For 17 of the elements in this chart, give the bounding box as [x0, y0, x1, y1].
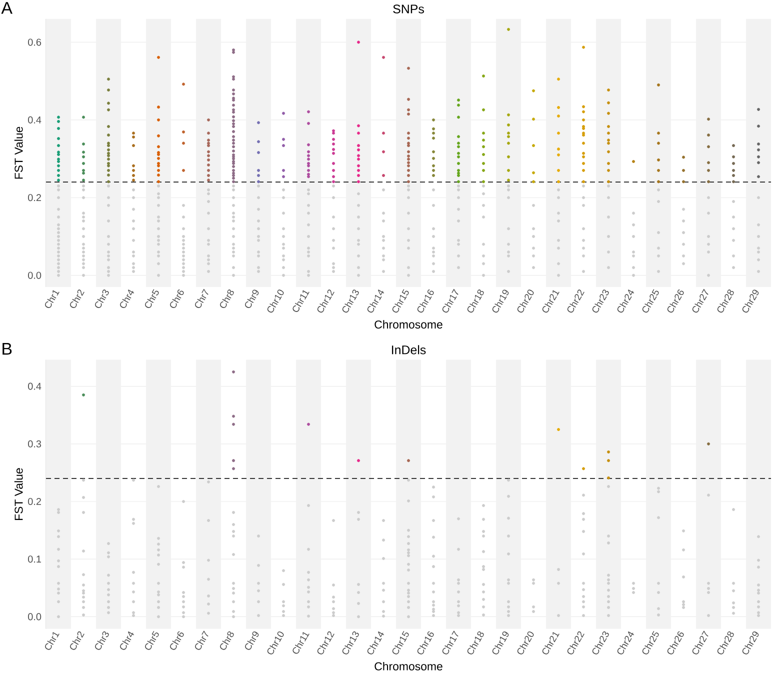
x-axis-title: Chromosome — [374, 320, 442, 329]
y-tick-label: 0.6 — [28, 38, 42, 46]
y-tick-label: 0.4 — [28, 382, 42, 390]
y-tick-label: 0.1 — [28, 556, 41, 563]
y-axis-title: FST Value — [14, 126, 23, 179]
chart-title: SNPs — [393, 4, 424, 14]
y-axis-title: FST Value — [14, 468, 23, 520]
x-axis-title: Chromosome — [374, 662, 442, 670]
y-tick-label: 0.0 — [28, 272, 42, 279]
y-tick-label: 0.4 — [28, 116, 42, 124]
chart-title: InDels — [392, 345, 426, 354]
y-tick-label: 0.0 — [28, 613, 42, 620]
y-tick-label: 0.3 — [28, 440, 42, 448]
text: B — [2, 342, 12, 355]
y-tick-label: 0.2 — [28, 194, 41, 202]
y-tick-label: 0.2 — [28, 498, 41, 506]
text: A — [1, 2, 12, 14]
